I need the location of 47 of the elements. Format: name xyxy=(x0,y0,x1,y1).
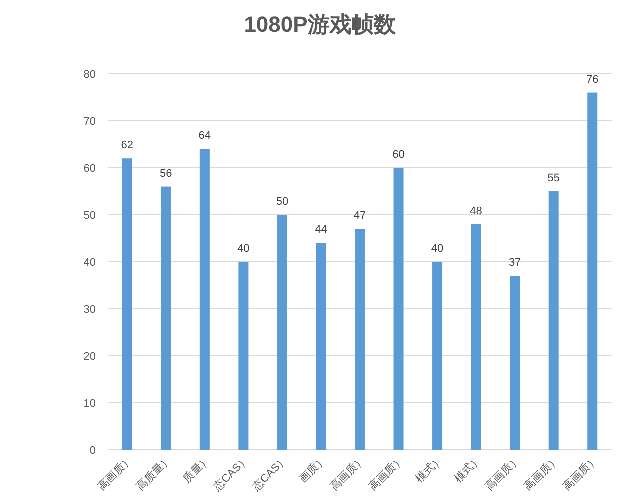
data-label: 55 xyxy=(548,172,560,184)
bar xyxy=(548,192,559,450)
x-tick-label: 高画质） xyxy=(522,452,562,494)
data-label: 64 xyxy=(198,130,212,142)
chart-title: 1080P游戏帧数 xyxy=(244,12,397,37)
bar xyxy=(394,168,404,450)
bar xyxy=(122,158,132,450)
data-label: 40 xyxy=(431,243,444,255)
x-tick-label: 高画质） xyxy=(482,452,524,494)
data-label: 48 xyxy=(470,205,482,218)
x-tick-label: 模式） xyxy=(413,452,446,486)
x-tick-label: 模式） xyxy=(452,452,484,486)
bar xyxy=(200,149,210,450)
data-label: 44 xyxy=(315,224,328,236)
bar xyxy=(238,262,249,450)
y-tick-label: 70 xyxy=(84,116,96,128)
bar xyxy=(588,92,598,450)
y-tick-label: 60 xyxy=(84,163,96,175)
x-tick-label: 高质量） xyxy=(134,452,174,494)
x-tick-label: 画质） xyxy=(296,452,330,486)
x-tick-label: 高画质） xyxy=(95,452,136,494)
bar xyxy=(471,224,482,450)
y-tick-label: 80 xyxy=(84,69,96,81)
bar xyxy=(355,229,365,450)
data-label: 62 xyxy=(121,140,134,152)
data-label: 37 xyxy=(508,257,522,270)
data-label: 56 xyxy=(160,168,172,180)
data-label: 50 xyxy=(276,196,289,208)
y-tick-label: 40 xyxy=(84,257,96,269)
data-label: 47 xyxy=(354,210,366,222)
x-tick-label: 质量） xyxy=(180,452,214,486)
bar xyxy=(161,186,172,450)
y-tick-label: 0 xyxy=(90,445,96,457)
bar xyxy=(510,276,520,450)
bar xyxy=(432,262,443,450)
x-tick-label: 高画质） xyxy=(560,452,601,494)
x-tick-label: 高画质） xyxy=(366,452,407,494)
y-tick-label: 20 xyxy=(84,351,96,363)
y-tick-label: 50 xyxy=(84,210,96,222)
y-tick-label: 30 xyxy=(84,304,96,316)
bar xyxy=(277,215,288,450)
x-tick-label: 高画质） xyxy=(328,452,368,494)
data-label: 40 xyxy=(238,243,250,255)
y-tick-label: 10 xyxy=(84,398,96,410)
bar xyxy=(316,243,326,450)
data-label: 76 xyxy=(586,74,599,86)
data-label: 60 xyxy=(392,149,405,161)
